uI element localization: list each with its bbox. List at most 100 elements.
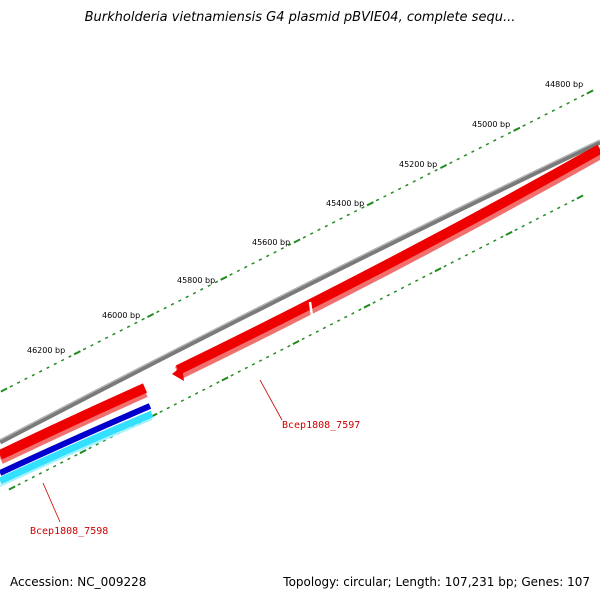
inner-minor-tick: [464, 253, 469, 257]
inner-minor-tick: [429, 272, 433, 275]
inner-minor-tick: [194, 392, 199, 395]
tick-label-44800: 44800 bp: [545, 80, 583, 89]
outer-minor-tick: [361, 206, 365, 209]
inner-minor-tick: [415, 279, 419, 282]
inner-minor-tick: [258, 359, 263, 363]
outer-minor-tick: [82, 347, 87, 351]
inner-minor-tick: [74, 453, 78, 457]
outer-major-tick: [513, 126, 521, 132]
cyan-feature-track-light: [0, 418, 153, 487]
tick-label-45200: 45200 bp: [399, 160, 437, 169]
inner-minor-tick: [379, 297, 383, 301]
outer-major-tick: [0, 387, 8, 393]
inner-minor-tick: [493, 239, 497, 242]
outer-minor-tick: [500, 135, 504, 139]
outer-major-tick: [439, 164, 448, 169]
outer-minor-tick: [537, 116, 541, 120]
outer-major-tick: [293, 238, 301, 244]
outer-minor-tick: [163, 306, 167, 310]
gene-label-bcep1808-7598[interactable]: Bcep1808_7598: [30, 526, 108, 537]
tick-label-46000: 46000 bp: [102, 311, 140, 320]
outer-minor-tick: [580, 94, 585, 98]
outer-minor-tick: [178, 299, 182, 302]
tick-label-45000: 45000 bp: [472, 120, 510, 129]
inner-minor-tick: [443, 264, 447, 268]
outer-minor-tick: [258, 258, 263, 261]
outer-minor-tick: [229, 273, 233, 276]
inner-minor-tick: [180, 399, 185, 403]
outer-minor-tick: [353, 209, 358, 213]
inner-minor-tick: [265, 355, 270, 359]
blue-feature-track: [0, 403, 152, 476]
outer-minor-tick: [522, 124, 526, 127]
inner-minor-tick: [95, 443, 99, 446]
outer-minor-tick: [287, 243, 292, 247]
outer-minor-tick: [46, 366, 50, 369]
tick-label-45600: 45600 bp: [252, 238, 290, 247]
inner-minor-tick: [486, 242, 490, 246]
outer-minor-tick: [456, 157, 460, 161]
inner-minor-tick: [166, 406, 170, 410]
inner-minor-tick: [60, 461, 64, 464]
outer-minor-tick: [97, 340, 101, 343]
outer-minor-tick: [126, 325, 131, 329]
gene-label-bcep1808-7597[interactable]: Bcep1808_7597: [282, 420, 360, 431]
outer-minor-tick: [185, 295, 189, 299]
inner-minor-tick: [372, 301, 376, 304]
gene-bcep1808-7597[interactable]: [172, 144, 600, 381]
outer-minor-tick: [31, 373, 35, 377]
inner-minor-tick: [52, 464, 57, 468]
gene-bcep1808-7598[interactable]: [0, 383, 148, 464]
outer-minor-tick: [60, 358, 65, 362]
inner-minor-tick: [557, 206, 561, 210]
inner-minor-tick: [315, 330, 319, 333]
outer-major-tick: [586, 89, 594, 95]
outer-minor-tick: [390, 191, 394, 194]
backbone-line: [0, 139, 600, 445]
outer-major-tick: [220, 275, 228, 281]
outer-minor-tick: [471, 150, 475, 153]
outer-minor-tick: [544, 113, 548, 116]
inner-minor-tick: [38, 472, 43, 475]
outer-minor-tick: [485, 142, 490, 146]
outer-minor-tick: [493, 139, 497, 142]
map-title: Burkholderia vietnamiensis G4 plasmid pB…: [84, 10, 516, 25]
inner-minor-tick: [244, 366, 248, 370]
outer-major-tick: [73, 350, 81, 356]
outer-minor-tick: [331, 221, 336, 224]
outer-minor-tick: [507, 131, 512, 135]
inner-major-tick: [221, 376, 229, 382]
outer-minor-tick: [156, 310, 160, 314]
outer-minor-tick: [529, 120, 534, 124]
inner-minor-tick: [67, 457, 71, 461]
inner-minor-tick: [564, 202, 568, 206]
inner-minor-tick: [301, 337, 305, 341]
inner-minor-tick: [280, 348, 284, 352]
inner-minor-tick: [422, 275, 426, 279]
inner-minor-tick: [457, 257, 461, 261]
inner-minor-tick: [450, 261, 454, 264]
outer-minor-tick: [280, 247, 285, 250]
inner-minor-tick: [273, 352, 277, 355]
outer-minor-tick: [339, 217, 343, 220]
inner-major-tick: [292, 340, 300, 345]
inner-minor-tick: [322, 326, 327, 330]
inner-minor-tick: [521, 224, 525, 228]
inner-minor-tick: [386, 293, 390, 297]
outer-minor-tick: [449, 161, 453, 165]
outer-tick-track: [0, 89, 594, 393]
inner-major-tick: [363, 303, 371, 309]
inner-minor-tick: [542, 213, 547, 217]
inner-minor-tick: [187, 395, 192, 399]
outer-minor-tick: [317, 228, 321, 232]
outer-minor-tick: [68, 355, 72, 358]
inner-minor-tick: [202, 388, 206, 392]
inner-minor-tick: [571, 199, 575, 202]
inner-minor-tick: [287, 344, 291, 348]
outer-minor-tick: [24, 377, 28, 381]
inner-minor-tick: [308, 333, 312, 337]
outer-minor-tick: [551, 109, 556, 112]
outer-major-tick: [146, 313, 155, 318]
inner-minor-tick: [230, 373, 234, 377]
inner-minor-tick: [549, 210, 554, 213]
